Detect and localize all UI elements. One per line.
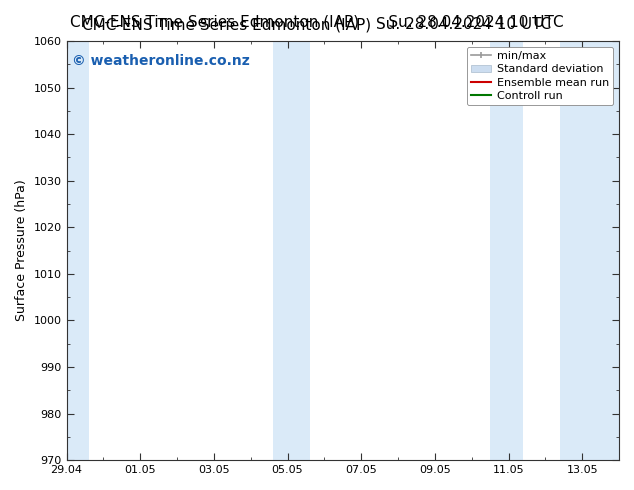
Text: © weatheronline.co.nz: © weatheronline.co.nz [72,53,250,68]
Text: CMC-ENS Time Series Edmonton (IAP): CMC-ENS Time Series Edmonton (IAP) [82,17,372,32]
Bar [273,41,309,460]
Bar [490,41,523,460]
Y-axis label: Surface Pressure (hPa): Surface Pressure (hPa) [15,180,28,321]
Bar [65,41,89,460]
Legend: min/max, Standard deviation, Ensemble mean run, Controll run: min/max, Standard deviation, Ensemble me… [467,47,614,105]
Text: CMC-ENS Time Series Edmonton (IAP)      Su. 28.04.2024 10 UTC: CMC-ENS Time Series Edmonton (IAP) Su. 2… [70,15,564,30]
Text: Su. 28.04.2024 10 UTC: Su. 28.04.2024 10 UTC [377,17,552,32]
Bar [560,41,621,460]
